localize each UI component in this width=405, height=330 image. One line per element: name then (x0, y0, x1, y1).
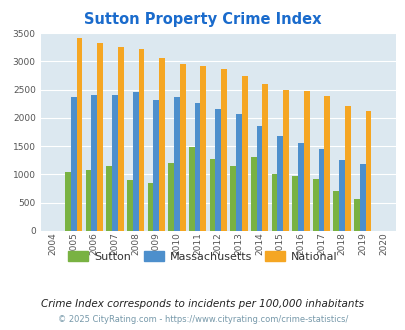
Bar (312, 179, 318, 231)
Bar (91, 95, 97, 231)
Bar (70, 97, 77, 231)
Bar (77, 38, 82, 231)
Bar (153, 100, 159, 231)
Bar (292, 176, 297, 231)
Bar (359, 164, 365, 231)
Bar (353, 199, 359, 231)
Bar (271, 174, 277, 231)
Bar (209, 159, 215, 231)
Bar (277, 136, 282, 231)
Bar (117, 47, 124, 231)
Bar (188, 147, 194, 231)
Bar (250, 157, 256, 231)
Bar (159, 58, 164, 231)
Bar (297, 143, 303, 231)
Bar (112, 95, 117, 231)
Bar (262, 84, 268, 231)
Bar (282, 89, 288, 231)
Bar (127, 180, 132, 231)
Text: Sutton Property Crime Index: Sutton Property Crime Index (84, 12, 321, 26)
Bar (147, 183, 153, 231)
Bar (324, 96, 329, 231)
Bar (200, 66, 206, 231)
Bar (365, 111, 371, 231)
Bar (138, 50, 144, 231)
Bar (194, 103, 200, 231)
Bar (256, 126, 262, 231)
Bar (344, 106, 350, 231)
Bar (221, 69, 226, 231)
Bar (339, 160, 344, 231)
Bar (65, 172, 70, 231)
Text: Crime Index corresponds to incidents per 100,000 inhabitants: Crime Index corresponds to incidents per… (41, 299, 364, 309)
Bar (230, 166, 235, 231)
Bar (97, 43, 103, 231)
Bar (235, 115, 241, 231)
Bar (303, 91, 309, 231)
Bar (85, 171, 91, 231)
Bar (132, 92, 138, 231)
Bar (168, 163, 174, 231)
Text: © 2025 CityRating.com - https://www.cityrating.com/crime-statistics/: © 2025 CityRating.com - https://www.city… (58, 315, 347, 324)
Bar (106, 166, 112, 231)
Bar (179, 64, 185, 231)
Bar (241, 76, 247, 231)
Bar (215, 109, 221, 231)
Bar (174, 97, 179, 231)
Bar (333, 191, 339, 231)
Bar (318, 149, 324, 231)
Legend: Sutton, Massachusetts, National: Sutton, Massachusetts, National (64, 247, 341, 267)
